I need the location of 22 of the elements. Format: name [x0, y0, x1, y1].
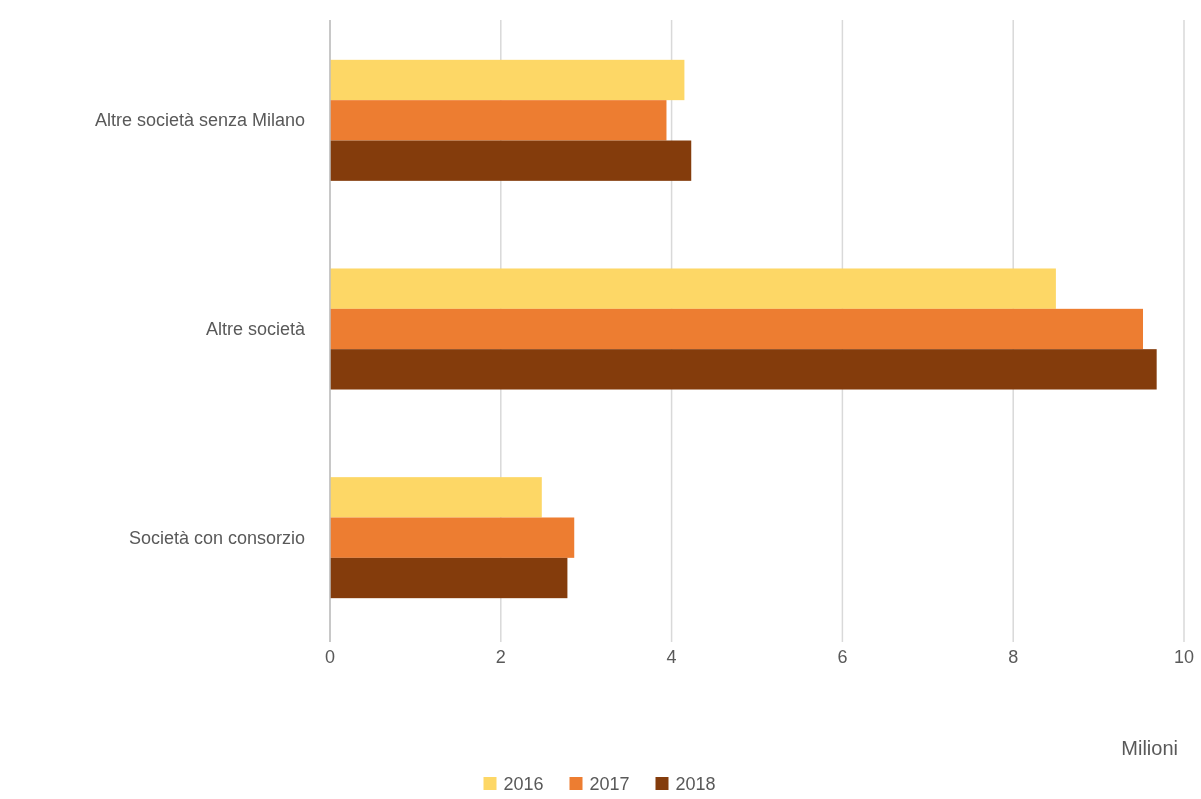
legend-label: 2018: [675, 774, 716, 794]
y-tick-label: Altre società: [205, 319, 306, 339]
x-tick-label: 8: [1008, 647, 1019, 667]
legend-label: 2017: [589, 774, 630, 794]
bar: [330, 140, 692, 181]
y-tick-label: Società con consorzio: [128, 527, 305, 548]
x-tick-label: 10: [1173, 647, 1195, 667]
bar: [330, 477, 542, 518]
bar: [330, 517, 575, 558]
bar: [330, 268, 1056, 309]
x-tick-label: 4: [666, 647, 677, 667]
bar: [330, 100, 667, 141]
bar: [330, 557, 568, 599]
legend-label: 2016: [503, 774, 544, 794]
y-tick-label: Altre società senza Milano: [94, 110, 305, 131]
x-tick-label: 2: [495, 647, 506, 667]
x-tick-label: 6: [837, 647, 848, 667]
bar: [330, 308, 1144, 350]
bar: [330, 59, 685, 101]
x-axis-title: Milioni: [1121, 737, 1178, 759]
bar: [330, 349, 1157, 390]
x-tick-label: 0: [324, 647, 336, 667]
